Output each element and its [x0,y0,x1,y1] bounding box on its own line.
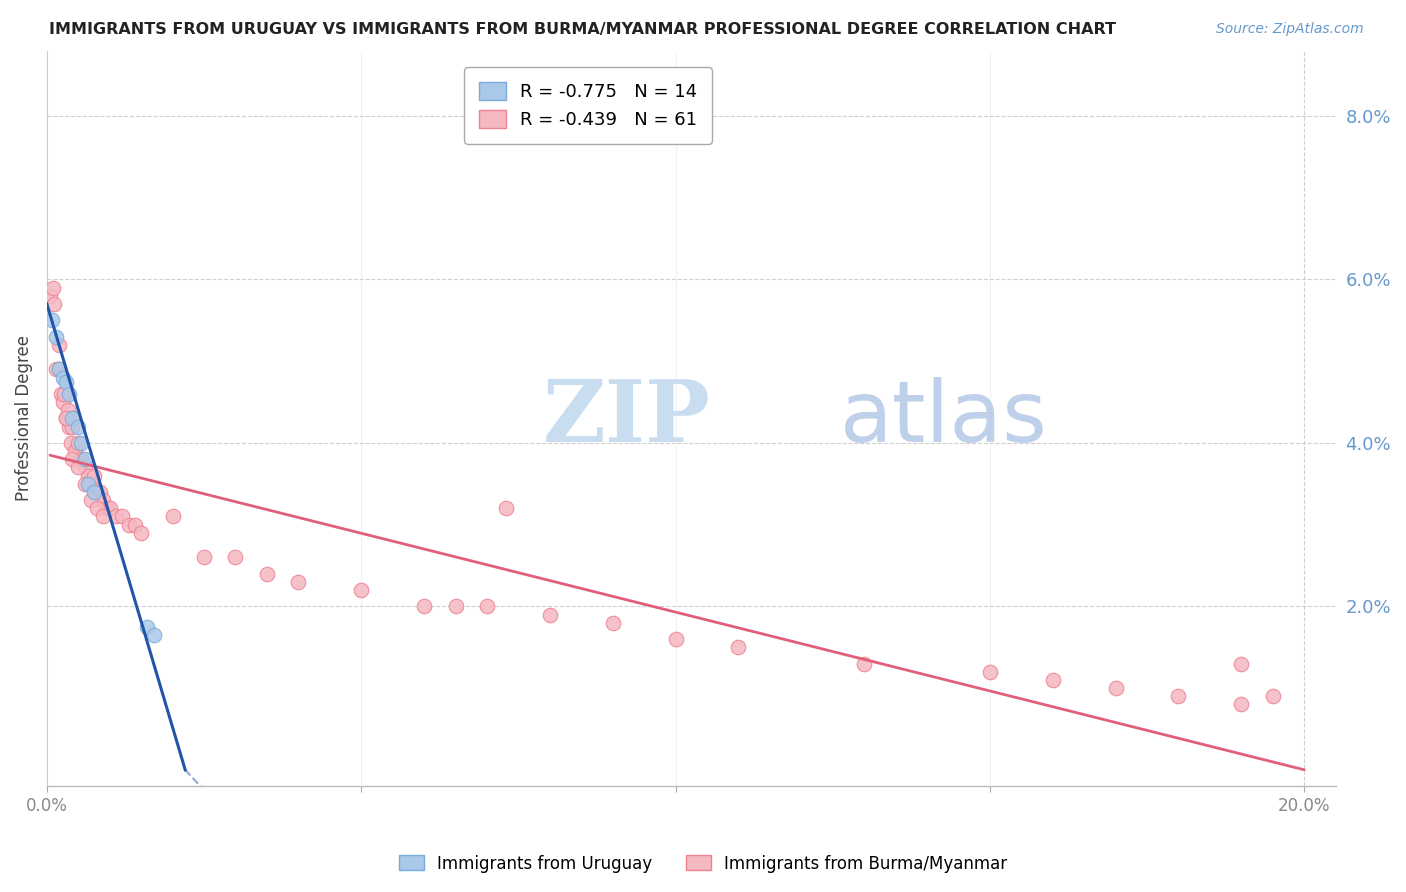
Text: atlas: atlas [839,377,1047,460]
Point [55,375,77,389]
Point [44,297,66,311]
Point [39,289,62,303]
Point [444,599,467,614]
Point [979,665,1001,679]
Point [58,419,80,434]
Point [727,640,749,655]
Text: Source: ZipAtlas.com: Source: ZipAtlas.com [1216,22,1364,37]
Y-axis label: Professional Degree: Professional Degree [15,335,32,501]
Point [129,525,152,540]
Point [602,615,624,630]
Point [60,452,83,467]
Point [41,313,63,327]
Point [1167,690,1189,704]
Point [67,436,90,450]
Point [70,436,93,450]
Point [53,387,76,401]
Point [58,387,80,401]
Point [224,550,246,565]
Point [73,460,96,475]
Point [80,493,103,508]
Point [93,493,115,508]
Point [124,517,146,532]
Point [86,501,108,516]
Point [45,329,67,343]
Text: IMMIGRANTS FROM URUGUAY VS IMMIGRANTS FROM BURMA/MYANMAR PROFESSIONAL DEGREE COR: IMMIGRANTS FROM URUGUAY VS IMMIGRANTS FR… [49,22,1116,37]
Point [1042,673,1064,687]
Point [538,607,561,622]
Point [49,387,72,401]
Point [55,411,77,425]
Point [45,362,67,376]
Point [117,517,139,532]
Point [105,509,128,524]
Point [48,338,70,352]
Point [111,509,134,524]
Point [48,362,70,376]
Point [1104,681,1126,695]
Point [76,468,98,483]
Point [256,566,278,581]
Point [48,362,70,376]
Point [1230,698,1253,712]
Point [73,452,96,467]
Point [52,395,75,409]
Point [70,452,93,467]
Point [287,574,309,589]
Point [1261,690,1284,704]
Point [55,411,77,425]
Point [86,485,108,500]
Point [60,411,83,425]
Point [93,509,115,524]
Point [853,657,876,671]
Point [98,501,121,516]
Point [52,370,75,384]
Point [664,632,686,646]
Point [136,620,159,634]
Point [350,582,373,597]
Point [56,403,79,417]
Point [1230,657,1253,671]
Point [83,468,105,483]
Point [42,280,65,294]
Point [67,419,90,434]
Point [62,411,84,425]
Text: ZIP: ZIP [543,376,711,460]
Point [67,460,90,475]
Point [80,476,103,491]
Point [76,476,98,491]
Point [59,436,82,450]
Legend: R = -0.775   N = 14, R = -0.439   N = 61: R = -0.775 N = 14, R = -0.439 N = 61 [464,67,711,144]
Point [60,419,83,434]
Point [193,550,215,565]
Legend: Immigrants from Uruguay, Immigrants from Burma/Myanmar: Immigrants from Uruguay, Immigrants from… [392,848,1014,880]
Point [63,444,86,458]
Point [96,501,118,516]
Point [142,628,165,642]
Point [162,509,184,524]
Point [83,485,105,500]
Point [475,599,498,614]
Point [495,501,517,516]
Point [413,599,436,614]
Point [89,485,111,500]
Point [73,476,96,491]
